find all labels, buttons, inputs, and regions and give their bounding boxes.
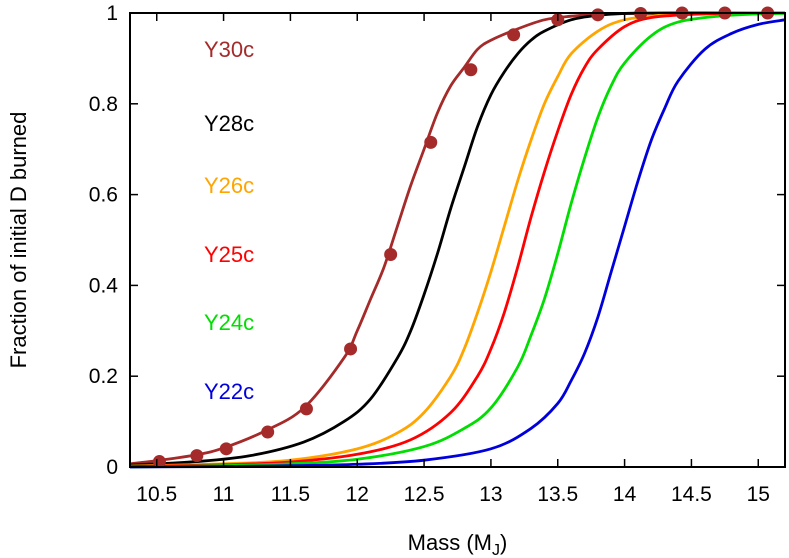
data-point-y30c — [424, 135, 438, 149]
x-tick-label: 11.5 — [271, 483, 310, 506]
x-tick-label: 15 — [747, 483, 770, 506]
x-axis-title-main: Mass (M — [408, 530, 492, 555]
x-tick-label: 14 — [613, 483, 637, 506]
x-axis-title-close: ) — [500, 530, 507, 555]
series-label-y26c: Y26c — [204, 173, 254, 198]
y-axis-title: Fraction of initial D burned — [6, 112, 31, 369]
y-tick-label: 0.2 — [89, 365, 118, 388]
series-label-y30c: Y30c — [204, 37, 254, 62]
x-tick-label: 13.5 — [537, 483, 578, 506]
data-point-y30c — [299, 402, 313, 416]
data-point-y30c — [219, 442, 233, 456]
axis-ticks: 10.5 11 11.5 12 12.5 13 13.5 14 14.5 15 0 0.2 0.4 0.6… — [89, 2, 785, 506]
x-tick-label: 14.5 — [671, 483, 712, 506]
series-line-y28c — [129, 11, 786, 467]
data-point-y30c — [344, 342, 358, 356]
series-labels: Y30c Y28c Y26c Y25c Y24c Y22c — [204, 37, 254, 404]
data-point-y30c — [384, 248, 398, 262]
data-point-y30c — [591, 8, 605, 22]
x-tick-label: 10.5 — [136, 483, 177, 506]
y-tick-label: 0.8 — [89, 93, 118, 116]
y-tick-label: 0 — [106, 456, 118, 479]
y-tick-label: 0.4 — [89, 274, 119, 297]
x-tick-label: 13 — [479, 483, 502, 506]
series-label-y25c: Y25c — [204, 242, 254, 267]
x-tick-label: 12.5 — [404, 483, 445, 506]
y-tick-label: 0.6 — [89, 184, 118, 207]
series-label-y24c: Y24c — [204, 310, 254, 335]
x-tick-label: 11 — [213, 483, 235, 506]
y-tick-label: 1 — [106, 2, 118, 25]
plot-frame — [129, 12, 786, 468]
data-point-y30c — [464, 63, 478, 77]
data-point-y30c — [261, 425, 275, 439]
data-point-y30c — [507, 28, 521, 42]
series-label-y28c: Y28c — [204, 111, 254, 136]
series-label-y22c: Y22c — [204, 379, 254, 404]
x-axis-title-subscript: J — [492, 542, 500, 558]
series-line-y26c — [129, 11, 786, 468]
x-axis-title: Mass (MJ) — [408, 530, 508, 558]
data-point-y30c — [190, 449, 204, 463]
x-tick-label: 12 — [346, 483, 369, 506]
